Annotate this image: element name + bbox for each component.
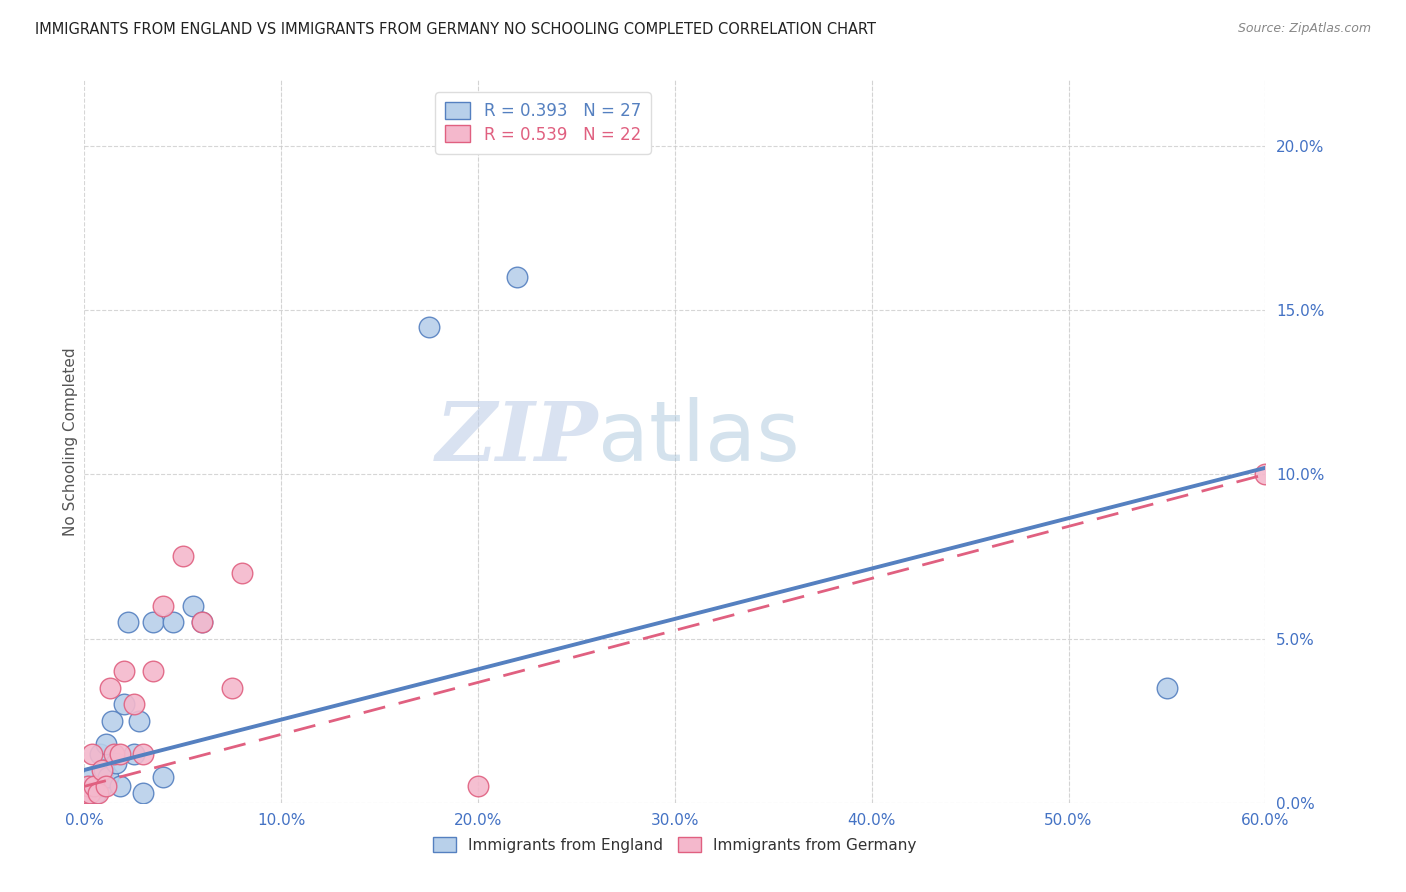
Point bbox=[104, 756, 127, 771]
Point bbox=[93, 763, 115, 777]
Text: atlas: atlas bbox=[598, 398, 800, 478]
Point bbox=[128, 714, 150, 728]
Text: Source: ZipAtlas.com: Source: ZipAtlas.com bbox=[1237, 22, 1371, 36]
Point bbox=[112, 698, 135, 712]
Point bbox=[142, 665, 165, 679]
Point bbox=[191, 615, 214, 630]
Point bbox=[231, 566, 253, 580]
Point bbox=[83, 780, 105, 794]
Point bbox=[122, 747, 145, 761]
Y-axis label: No Schooling Completed: No Schooling Completed bbox=[63, 347, 77, 536]
Point bbox=[91, 763, 114, 777]
Legend: Immigrants from England, Immigrants from Germany: Immigrants from England, Immigrants from… bbox=[425, 829, 925, 860]
Point bbox=[152, 599, 174, 613]
Point bbox=[132, 747, 155, 761]
Point bbox=[94, 737, 117, 751]
Point bbox=[97, 770, 120, 784]
Point bbox=[94, 780, 117, 794]
Point bbox=[117, 615, 139, 630]
Point bbox=[98, 681, 121, 695]
Point bbox=[418, 319, 440, 334]
Point bbox=[89, 747, 111, 761]
Point bbox=[91, 780, 114, 794]
Point bbox=[1156, 681, 1178, 695]
Point bbox=[108, 747, 131, 761]
Text: ZIP: ZIP bbox=[436, 398, 598, 478]
Point bbox=[172, 549, 194, 564]
Point bbox=[112, 665, 135, 679]
Point bbox=[75, 786, 97, 800]
Point bbox=[142, 615, 165, 630]
Point bbox=[77, 780, 100, 794]
Point bbox=[101, 714, 124, 728]
Point bbox=[132, 786, 155, 800]
Point bbox=[75, 786, 97, 800]
Point bbox=[87, 786, 110, 800]
Point bbox=[162, 615, 184, 630]
Point bbox=[181, 599, 204, 613]
Point bbox=[506, 270, 529, 285]
Point bbox=[467, 780, 489, 794]
Point bbox=[103, 747, 125, 761]
Point bbox=[82, 747, 104, 761]
Point bbox=[191, 615, 214, 630]
Point bbox=[79, 786, 101, 800]
Point bbox=[108, 780, 131, 794]
Point bbox=[83, 780, 105, 794]
Point bbox=[152, 770, 174, 784]
Point bbox=[79, 786, 101, 800]
Point bbox=[82, 770, 104, 784]
Point bbox=[84, 786, 107, 800]
Text: IMMIGRANTS FROM ENGLAND VS IMMIGRANTS FROM GERMANY NO SCHOOLING COMPLETED CORREL: IMMIGRANTS FROM ENGLAND VS IMMIGRANTS FR… bbox=[35, 22, 876, 37]
Point bbox=[77, 780, 100, 794]
Point bbox=[1254, 467, 1277, 482]
Point bbox=[122, 698, 145, 712]
Point bbox=[221, 681, 243, 695]
